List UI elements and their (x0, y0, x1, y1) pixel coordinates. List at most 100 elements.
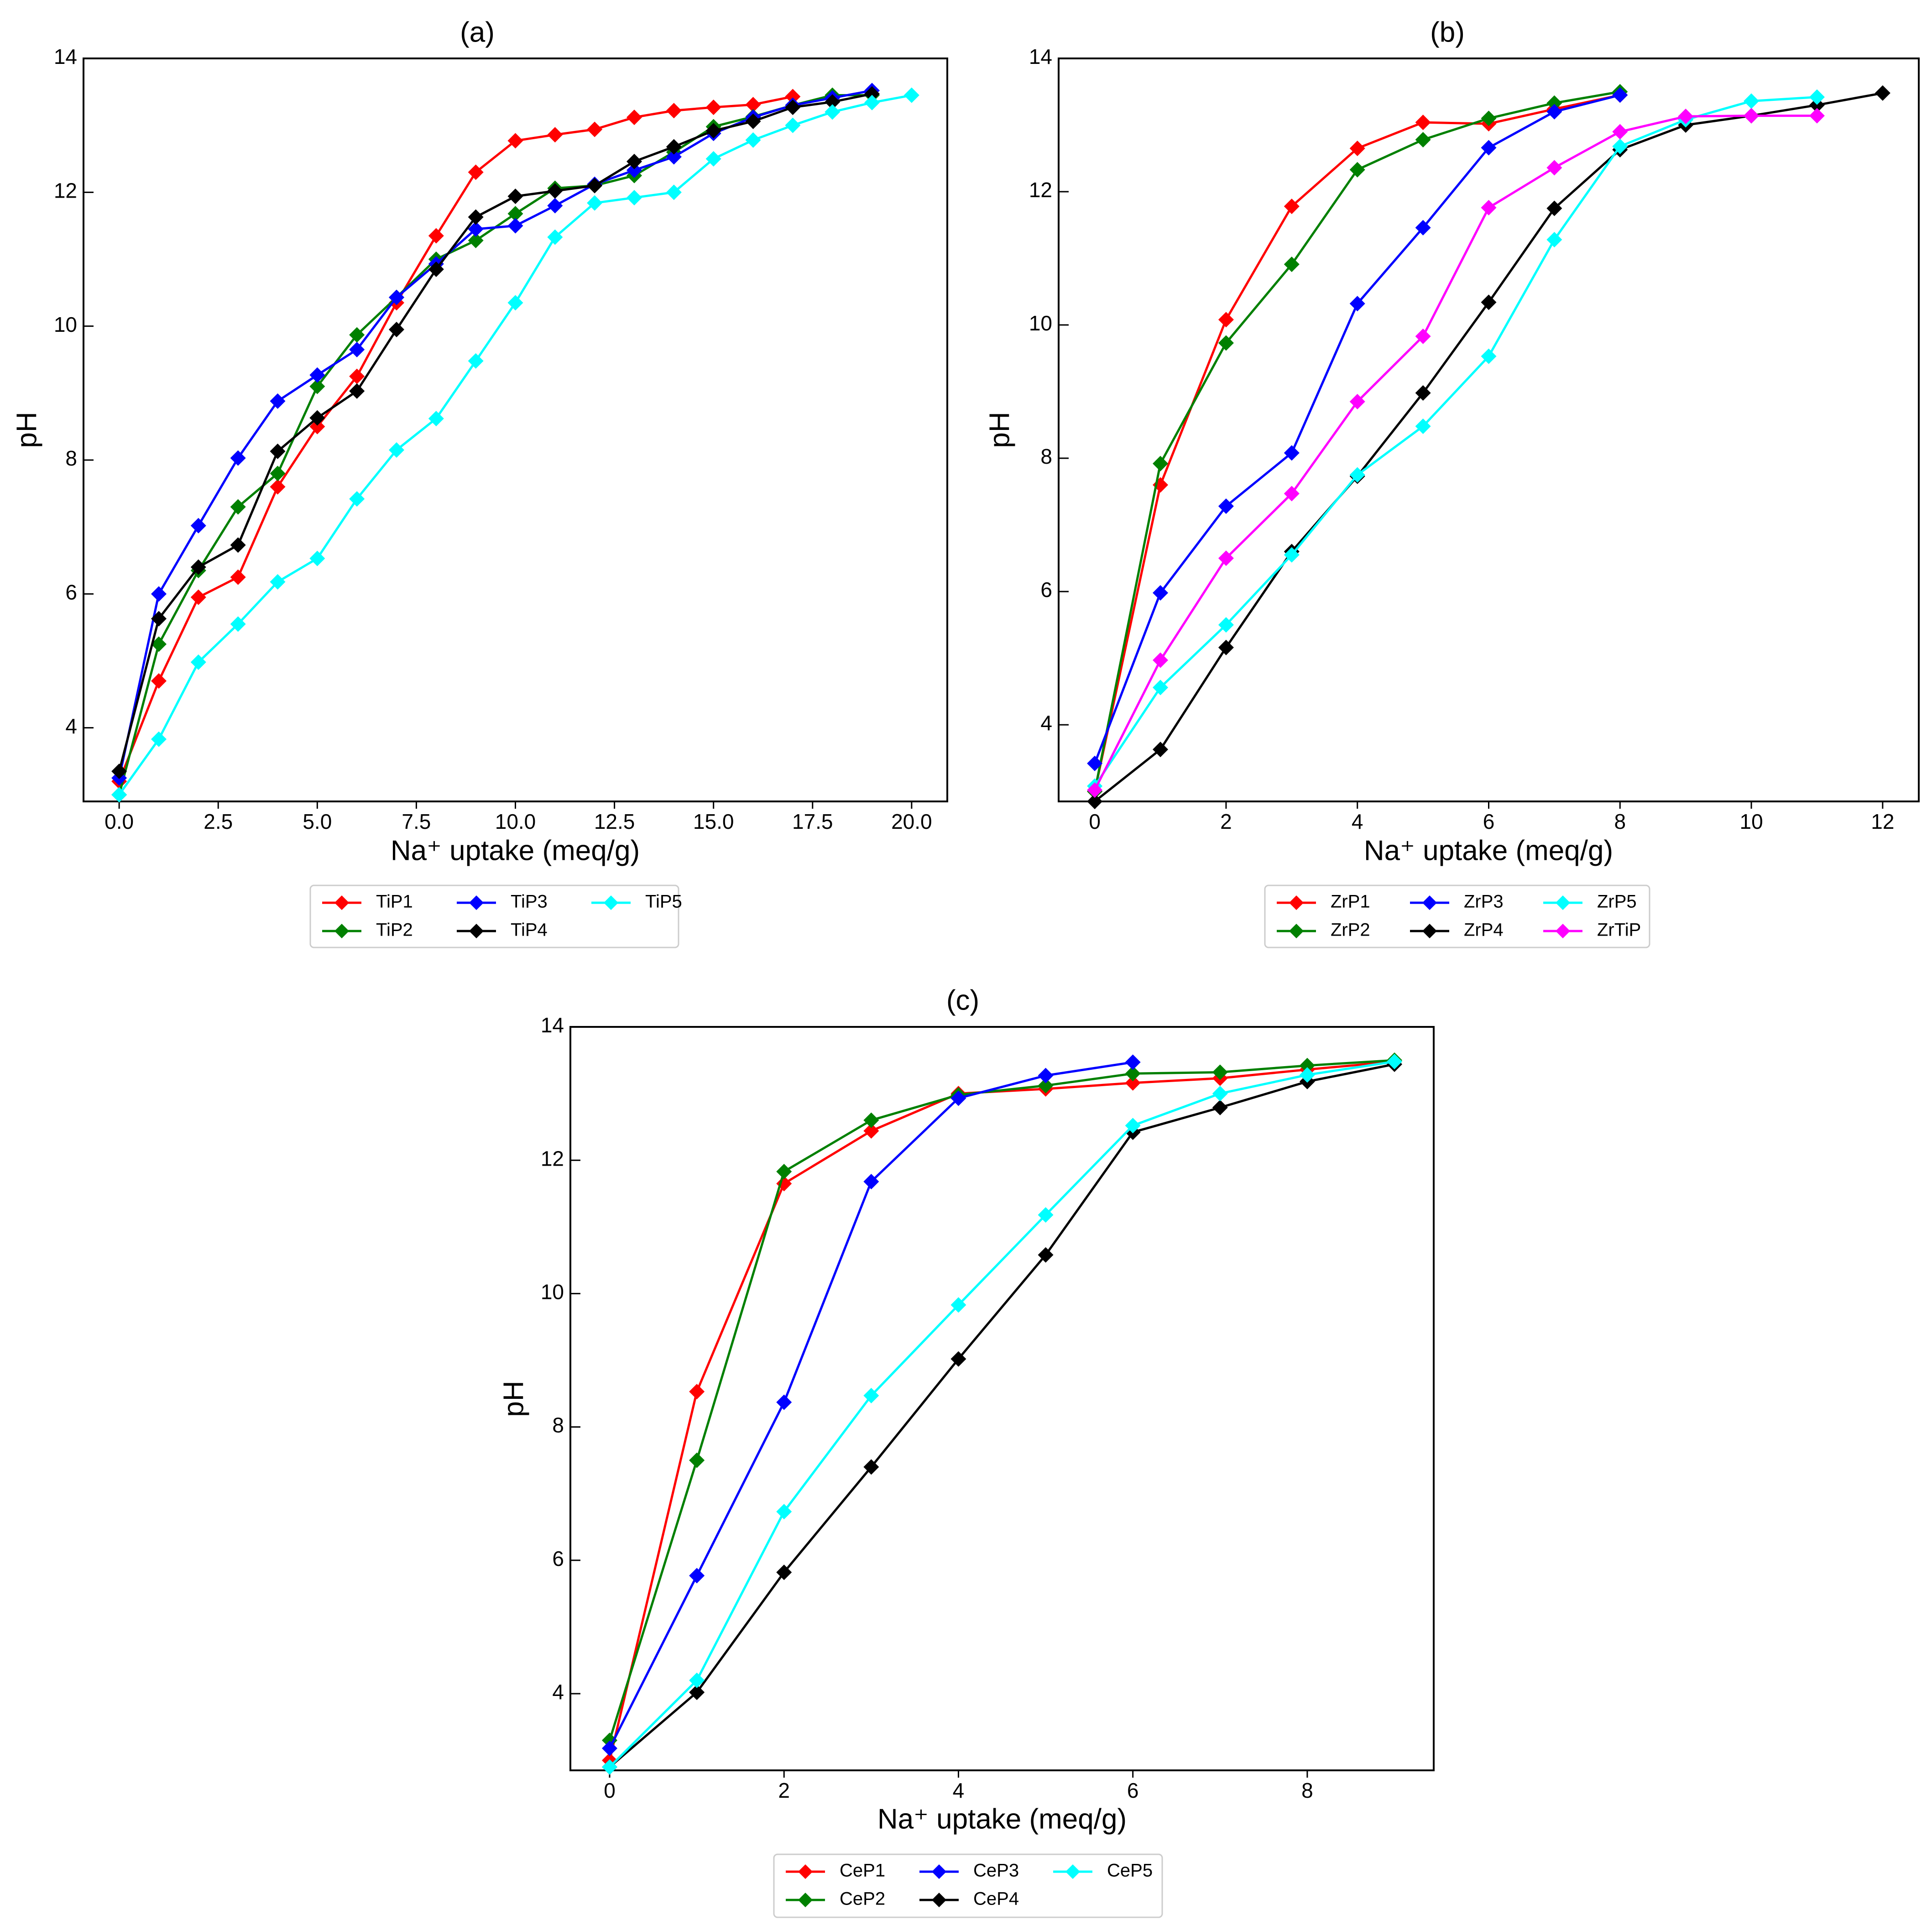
data-point-zrp2 (1284, 256, 1300, 272)
data-point-tip1 (507, 133, 523, 149)
legend-marker (1422, 895, 1437, 910)
legend-item-tip4: TiP4 (457, 920, 548, 940)
y-tick-label: 10 (54, 313, 77, 336)
chart-panel-3: (c) Na⁺ uptake (meq/g) pH 0 2 4 6 8 4 6 8 10 12 14 CeP… (498, 984, 1435, 1918)
data-point-cep4 (689, 1685, 705, 1701)
legend-label: CeP4 (973, 1889, 1019, 1909)
series-line-cep2 (608, 1059, 1395, 1741)
data-point-tip3 (627, 162, 642, 178)
legend: ZrP1 ZrP2 ZrP3 ZrP4 ZrP5 ZrTiP (1264, 884, 1650, 948)
series-line-tip2 (118, 94, 872, 795)
data-point-zrp1 (1415, 115, 1431, 131)
data-point-zrp3 (1349, 296, 1365, 312)
legend-marker (1556, 924, 1570, 938)
data-point-zrtip (1153, 652, 1169, 668)
y-tick-label: 12 (541, 1146, 564, 1170)
y-tick-label: 12 (54, 178, 77, 202)
data-point-tip3 (190, 518, 206, 534)
x-tick-label: 2 (1220, 810, 1232, 833)
plot-frame (569, 1026, 1435, 1771)
series-tip5 (111, 87, 919, 803)
data-point-zrp2 (1218, 335, 1234, 351)
data-point-zrtip (1284, 486, 1300, 502)
y-tick-label: 8 (1040, 445, 1052, 468)
data-point-tip4 (587, 178, 603, 194)
data-point-tip5 (666, 184, 682, 200)
data-point-zrp2 (1349, 162, 1365, 178)
data-point-zrp2 (1546, 95, 1562, 111)
data-point-tip1 (785, 89, 801, 105)
data-point-tip5 (705, 151, 721, 167)
data-point-tip3 (468, 221, 484, 237)
legend-label: ZrP3 (1464, 892, 1504, 912)
data-point-cep5 (950, 1297, 966, 1313)
y-axis-label: pH (984, 412, 1015, 448)
data-point-zrp2 (1481, 110, 1497, 126)
series-line-tip3 (118, 89, 872, 779)
x-tick-label: 2.5 (204, 810, 233, 833)
data-point-tip2 (151, 636, 167, 652)
x-tick-label: 5.0 (303, 810, 332, 833)
x-tick-label: 12 (1871, 810, 1894, 833)
x-tick-label: 12.5 (594, 810, 635, 833)
data-point-zrp5 (1218, 617, 1234, 633)
data-point-cep2 (689, 1452, 705, 1468)
legend-marker (334, 895, 349, 910)
series-zrp4 (1087, 85, 1890, 809)
legend-marker (469, 924, 484, 938)
y-tick-label: 12 (1029, 178, 1052, 202)
data-point-zrp5 (1349, 467, 1365, 483)
legend-item-cep1: CeP1 (786, 1861, 885, 1881)
data-point-tip3 (151, 586, 167, 602)
x-tick-label: 10 (1739, 810, 1763, 833)
data-point-zrp2 (1153, 455, 1169, 471)
legend-label: CeP3 (973, 1861, 1019, 1881)
legend-label: CeP5 (1107, 1861, 1153, 1881)
data-point-tip1 (547, 127, 563, 143)
data-point-tip1 (230, 569, 246, 585)
legend-label: ZrP1 (1331, 892, 1370, 912)
y-tick-label: 6 (65, 580, 77, 604)
series-cep4 (602, 1056, 1402, 1775)
data-point-cep1 (689, 1384, 705, 1400)
data-point-tip5 (745, 132, 761, 148)
series-zrp5 (1087, 89, 1825, 794)
data-point-tip1 (468, 164, 484, 180)
data-point-tip1 (705, 99, 721, 115)
data-point-tip5 (587, 195, 603, 211)
data-point-zrp5 (1153, 680, 1169, 696)
legend-marker (334, 924, 349, 938)
data-point-tip5 (547, 229, 563, 245)
data-point-cep4 (776, 1565, 792, 1580)
data-point-zrp3 (1087, 755, 1103, 771)
data-point-tip1 (745, 97, 761, 113)
data-point-zrtip (1678, 109, 1694, 125)
legend-marker (1065, 1864, 1080, 1879)
data-point-zrp2 (1415, 132, 1431, 148)
legend-marker (604, 895, 618, 910)
data-point-tip3 (507, 218, 523, 234)
data-point-tip4 (705, 123, 721, 139)
legend-marker (469, 895, 484, 910)
y-tick-label: 14 (541, 1013, 564, 1037)
series-line-zrtip (1093, 115, 1817, 791)
series-line-cep4 (609, 1063, 1395, 1768)
data-point-zrp4 (1218, 639, 1234, 655)
data-point-zrp5 (1284, 547, 1300, 563)
data-point-cep2 (863, 1112, 879, 1128)
data-point-tip3 (230, 450, 246, 466)
data-point-zrp3 (1153, 585, 1169, 601)
legend-item-cep5: CeP5 (1053, 1861, 1153, 1881)
data-point-zrp3 (1612, 87, 1628, 103)
data-point-tip5 (507, 295, 523, 311)
data-point-zrtip (1612, 124, 1628, 140)
legend-item-cep3: CeP3 (919, 1861, 1019, 1881)
legend-item-zrp1: ZrP1 (1277, 892, 1370, 912)
y-axis-label: pH (498, 1381, 529, 1417)
data-point-zrp4 (1875, 85, 1890, 101)
data-point-tip4 (785, 99, 801, 115)
legend-label: CeP1 (840, 1861, 885, 1881)
data-point-tip3 (547, 198, 563, 214)
legend-label: ZrP5 (1597, 892, 1637, 912)
